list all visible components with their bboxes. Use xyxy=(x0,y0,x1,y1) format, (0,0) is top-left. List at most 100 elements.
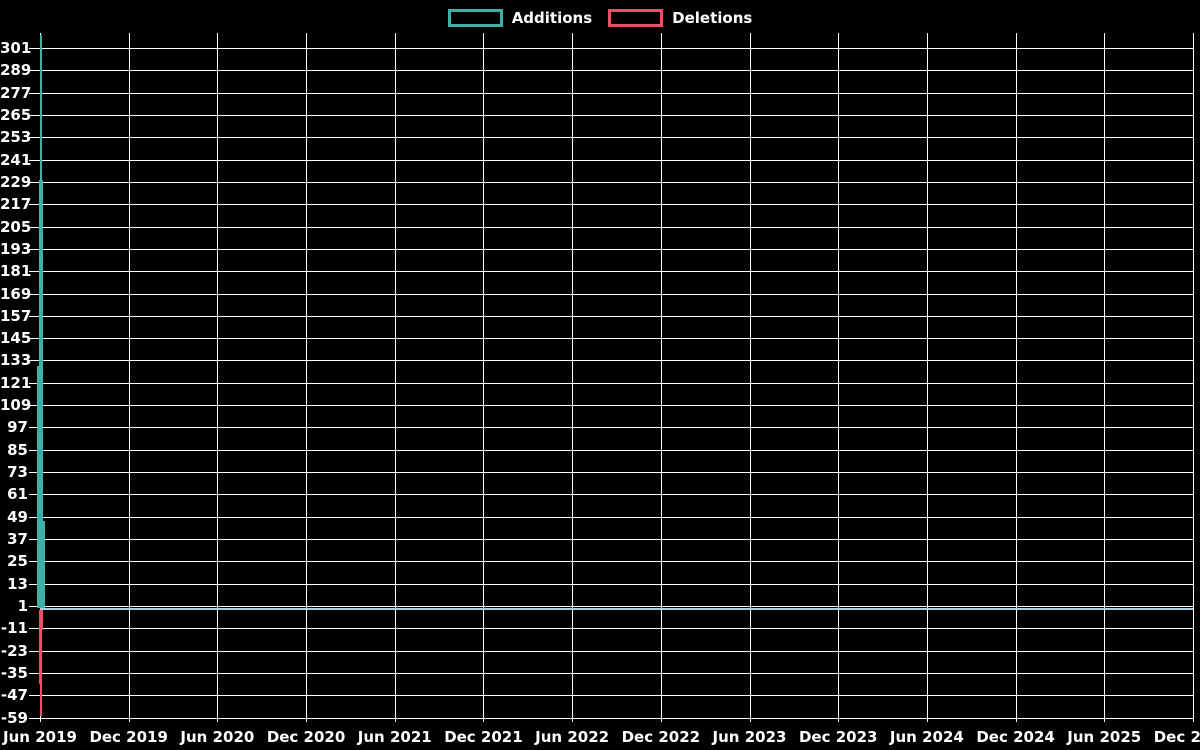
y-tick-label: 217 xyxy=(0,195,32,214)
y-tick-mark xyxy=(29,494,40,496)
x-tick-label: Dec 2022 xyxy=(621,728,701,746)
y-tick-label: 1 xyxy=(17,597,28,615)
gridline-h xyxy=(40,628,1193,630)
y-tick-mark xyxy=(29,114,40,116)
y-tick-label: 73 xyxy=(7,463,28,482)
x-tick-label: Jun 2024 xyxy=(889,728,964,746)
x-tick-label: Dec 2023 xyxy=(798,728,878,746)
y-tick-label: 253 xyxy=(0,128,32,147)
gridline-h xyxy=(40,672,1193,674)
y-tick-mark xyxy=(29,449,40,451)
additions-bar xyxy=(42,520,45,608)
gridline-h xyxy=(40,137,1193,139)
x-tick-label: Dec 2024 xyxy=(976,728,1055,746)
y-tick-label: 109 xyxy=(0,396,32,415)
x-tick-label: Dec 2021 xyxy=(444,728,523,746)
x-tick-label: Jun 2020 xyxy=(180,728,255,746)
additions-swatch-icon xyxy=(447,9,503,27)
y-tick-label: 49 xyxy=(7,507,28,526)
x-tick-label: Jun 2023 xyxy=(712,728,787,746)
y-tick-mark xyxy=(29,137,40,139)
y-tick-mark xyxy=(29,427,40,429)
y-tick-mark xyxy=(29,539,40,541)
gridline-h xyxy=(40,717,1193,719)
deletions-swatch-icon xyxy=(608,9,664,27)
y-tick-mark xyxy=(29,628,40,630)
gridline-h xyxy=(40,248,1193,250)
gridline-v xyxy=(926,33,928,722)
y-tick-mark xyxy=(29,606,40,607)
x-tick-label: Dec 2019 xyxy=(89,728,168,746)
gridline-h xyxy=(40,204,1193,206)
gridline-h xyxy=(40,650,1193,652)
y-tick-label: 277 xyxy=(0,83,32,102)
gridline-h xyxy=(40,539,1193,541)
gridline-v xyxy=(128,33,130,722)
y-tick-label: 37 xyxy=(7,530,28,549)
gridline-h xyxy=(40,472,1193,474)
x-tick-label: Jun 2022 xyxy=(535,728,610,746)
y-tick-label: -11 xyxy=(0,619,28,638)
y-tick-mark xyxy=(29,472,40,474)
y-tick-mark xyxy=(29,70,40,72)
gridline-h xyxy=(40,583,1193,585)
gridline-v xyxy=(572,33,574,722)
gridline-v xyxy=(483,33,485,722)
y-tick-mark xyxy=(29,561,40,563)
x-tick-label: Dec 2025 xyxy=(1153,728,1200,746)
x-tick-label: Jun 2019 xyxy=(3,728,77,746)
y-tick-mark xyxy=(29,293,40,295)
gridline-h xyxy=(40,70,1193,72)
gridline-h xyxy=(40,405,1193,407)
x-tick-label: Jun 2021 xyxy=(357,728,432,746)
gridline-h xyxy=(40,449,1193,451)
gridline-h xyxy=(40,561,1193,563)
legend-additions-label: Additions xyxy=(511,8,593,27)
gridline-v xyxy=(749,33,751,722)
y-tick-mark xyxy=(29,226,40,228)
y-tick-label: -47 xyxy=(0,686,28,705)
y-tick-mark xyxy=(29,672,40,674)
gridline-h xyxy=(40,271,1193,273)
gridline-h xyxy=(40,315,1193,317)
y-tick-mark xyxy=(29,204,40,206)
gridline-v xyxy=(1015,33,1017,722)
gridline-v xyxy=(217,33,219,722)
y-tick-label: 97 xyxy=(7,418,28,437)
gridline-h xyxy=(40,695,1193,697)
legend-item-additions: Additions xyxy=(447,8,593,27)
gridline-h xyxy=(40,360,1193,362)
y-tick-mark xyxy=(29,583,40,585)
x-tick-label: Dec 2020 xyxy=(266,728,346,746)
y-tick-mark xyxy=(29,382,40,384)
y-tick-mark xyxy=(29,248,40,250)
legend: Additions Deletions xyxy=(0,7,1200,29)
gridline-v xyxy=(306,33,308,722)
y-tick-mark xyxy=(29,48,40,49)
gridline-h xyxy=(40,226,1193,228)
additions-bar xyxy=(37,366,39,608)
y-tick-label: 265 xyxy=(0,105,32,124)
deletions-bar xyxy=(39,610,42,717)
y-tick-label: -35 xyxy=(0,663,28,682)
y-tick-label: 13 xyxy=(7,574,28,593)
y-tick-label: 145 xyxy=(0,329,32,348)
y-tick-label: 85 xyxy=(7,440,28,459)
y-tick-label: 205 xyxy=(0,217,32,236)
y-tick-mark xyxy=(29,338,40,340)
y-tick-label: 193 xyxy=(0,239,32,258)
y-tick-label: 181 xyxy=(0,262,32,281)
additions-bar xyxy=(39,180,43,608)
gridline-h xyxy=(40,494,1193,496)
gridline-v xyxy=(838,33,840,722)
y-tick-label: 25 xyxy=(7,552,28,571)
y-tick-label: 301 xyxy=(0,39,32,57)
y-tick-mark xyxy=(29,181,40,183)
gridline-h xyxy=(40,181,1193,183)
y-tick-mark xyxy=(29,315,40,317)
y-tick-label: 133 xyxy=(0,351,32,370)
gridline-h xyxy=(40,516,1193,518)
gridline-h xyxy=(40,114,1193,116)
x-tick-label: Jun 2025 xyxy=(1067,728,1142,746)
gridline-h xyxy=(40,159,1193,161)
